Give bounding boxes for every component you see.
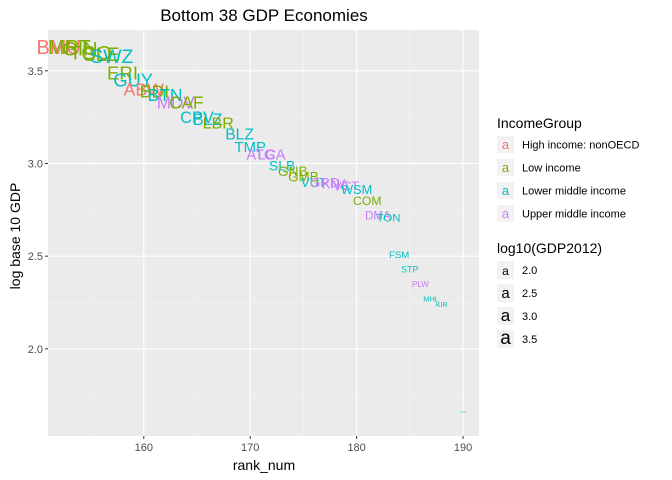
data-points: BMUMRTGINTGOSLESWZERIGUYABWBDIBTNMDVCAFC… <box>37 37 466 414</box>
size-legend-label: 2.5 <box>522 288 537 300</box>
size-legend-glyph: a <box>501 306 511 325</box>
x-tick-label: 170 <box>241 442 259 454</box>
point-label: DMA <box>365 211 391 223</box>
point-label: BMU <box>37 37 81 59</box>
x-tick-label: 180 <box>347 442 365 454</box>
y-tick-label: 3.0 <box>28 158 43 170</box>
point-label: COM <box>353 194 381 208</box>
size-legend-title: log10(GDP2012) <box>497 240 602 256</box>
color-legend-glyph: a <box>502 160 510 175</box>
point-label: VUT <box>301 175 327 190</box>
point-label: GRD <box>310 175 339 190</box>
grid-minor <box>48 30 479 436</box>
point-label: BDI <box>140 82 170 102</box>
color-legend-key <box>497 182 514 199</box>
size-legend-key <box>497 284 514 302</box>
color-legend-title: IncomeGroup <box>497 115 582 131</box>
color-legend-label: Low income <box>522 163 581 175</box>
point-label: SWZ <box>90 46 133 68</box>
point-label: TUV <box>460 410 466 414</box>
chart-title: Bottom 38 GDP Economies <box>160 6 368 25</box>
point-label: STP <box>401 264 418 274</box>
point-label: LCA <box>257 147 286 163</box>
point-label: WSM <box>341 182 372 197</box>
point-label: GUY <box>113 71 152 91</box>
point-label: MDV <box>157 93 196 112</box>
point-label: GIN <box>62 39 97 61</box>
color-legend-glyph: a <box>502 137 510 152</box>
point-label: KNA <box>322 177 349 192</box>
color-legend: IncomeGroup a High income: nonOECD a Low in… <box>497 115 639 222</box>
y-tick-label: 2.0 <box>28 344 43 356</box>
size-legend-glyph: a <box>500 328 511 349</box>
color-legend-glyph: a <box>502 206 510 221</box>
size-legend-glyph: a <box>502 264 509 278</box>
color-legend-key <box>497 136 514 153</box>
point-label: SLB <box>269 157 295 173</box>
y-axis-title: log base 10 GDP <box>7 183 23 290</box>
point-label: BLZ <box>193 111 223 129</box>
y-axis-ticks: 2.0 2.5 3.0 3.5 <box>28 66 48 356</box>
size-legend-key <box>497 261 514 279</box>
point-label: BTN <box>148 85 183 105</box>
point-label: TGO <box>69 42 111 64</box>
point-label: PLW <box>412 280 429 289</box>
color-legend-label: Upper middle income <box>522 209 626 221</box>
x-tick-label: 160 <box>135 442 153 454</box>
color-legend-key <box>497 159 514 176</box>
size-legend-label: 3.0 <box>522 311 537 323</box>
size-legend-label: 2.0 <box>522 265 537 277</box>
color-legend-label: High income: nonOECD <box>522 140 639 152</box>
size-legend-key <box>497 330 514 348</box>
y-tick-label: 3.5 <box>28 66 43 78</box>
color-legend-label: Lower middle income <box>522 186 626 198</box>
color-legend-glyph: a <box>502 183 510 198</box>
y-tick-label: 2.5 <box>28 251 43 263</box>
point-label: LBR <box>203 114 234 132</box>
point-label: TMP <box>234 140 265 156</box>
size-legend-label: 3.5 <box>522 334 537 346</box>
point-label: SLE <box>83 44 120 66</box>
x-axis-ticks: 160 170 180 190 <box>135 436 472 454</box>
point-label: MHL <box>423 294 439 303</box>
point-label: FSM <box>389 250 409 261</box>
point-label: KIR <box>436 301 448 309</box>
point-label: VCT <box>333 178 359 193</box>
point-label: CAF <box>169 93 203 112</box>
point-label: ABW <box>124 80 165 100</box>
point-label: ATG <box>246 147 275 163</box>
x-tick-label: 190 <box>454 442 472 454</box>
size-legend-glyph: a <box>501 285 510 302</box>
point-label: MRT <box>48 37 91 59</box>
size-legend-key <box>497 307 514 325</box>
point-label: TON <box>377 212 401 224</box>
point-label: BLZ <box>225 126 254 143</box>
x-axis-title: rank_num <box>233 457 295 473</box>
point-label: GMB <box>288 169 319 184</box>
point-label: CPV <box>180 109 214 127</box>
plot-panel <box>48 30 479 436</box>
color-legend-key <box>497 205 514 222</box>
point-label: GNB <box>278 164 308 179</box>
point-label: ERI <box>107 62 138 83</box>
grid-major <box>48 30 479 436</box>
size-legend: log10(GDP2012) a 2.0 a 2.5 a 3.0 a 3.5 <box>497 240 602 349</box>
